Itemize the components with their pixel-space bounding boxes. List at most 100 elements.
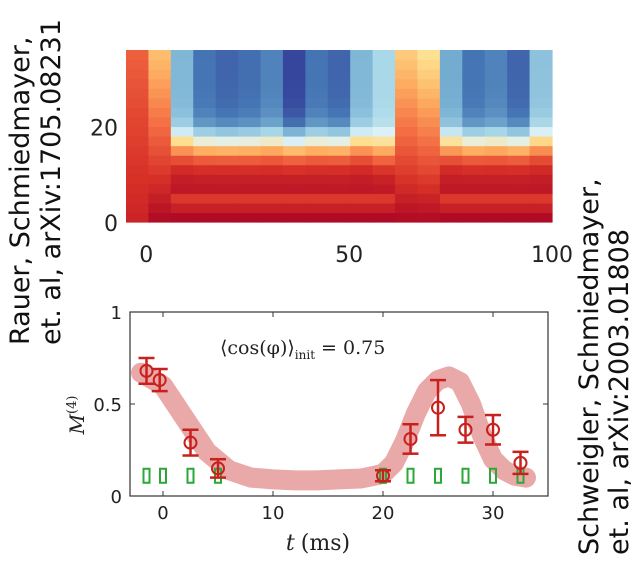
heatmap-cell <box>529 193 553 204</box>
heatmap-cell <box>529 116 553 128</box>
data-points <box>138 356 529 483</box>
heatmap-cell <box>260 193 284 204</box>
heatmap-cell <box>215 164 239 175</box>
heatmap-cell <box>462 116 486 128</box>
heatmap-cell <box>507 174 531 185</box>
heatmap-cell <box>282 97 306 108</box>
heatmap-cell <box>148 116 172 128</box>
heatmap-cell <box>305 164 329 175</box>
heatmap-cell <box>395 212 419 223</box>
heatmap-cell <box>260 174 284 185</box>
heatmap-cell <box>417 116 441 128</box>
heatmap-cell <box>484 50 508 61</box>
heatmap-cell <box>260 59 284 70</box>
heatmap-cell <box>484 107 508 118</box>
heatmap-cell <box>462 145 486 156</box>
heatmap-cell <box>305 50 329 61</box>
y-axis-superscript: (4) <box>65 396 80 414</box>
heatmap-cell <box>193 164 217 175</box>
heatmap-cell <box>282 88 306 99</box>
heatmap-cell <box>350 155 374 166</box>
heatmap-cell <box>193 174 217 185</box>
heatmap-cell <box>126 59 150 70</box>
heatmap-cell <box>327 116 351 128</box>
heatmap-cell <box>372 155 396 166</box>
heatmap-y-ticks: 0 20 <box>90 116 118 237</box>
heatmap-cell <box>260 50 284 61</box>
heatmap-cell <box>507 116 531 128</box>
heatmap-cell <box>305 212 329 223</box>
heatmap-cell <box>238 78 262 89</box>
heatmap-cell <box>193 78 217 89</box>
heatmap-cell <box>327 50 351 61</box>
heatmap-cell <box>462 174 486 185</box>
heatmap-cell <box>170 69 194 80</box>
heatmap-cell <box>238 202 262 214</box>
heatmap-cell <box>507 136 531 147</box>
heatmap-cell <box>395 97 419 108</box>
heatmap-cell <box>327 164 351 175</box>
annotation-expr: ⟨cos(φ)⟩ <box>220 337 295 359</box>
heatmap-cell <box>260 69 284 80</box>
scatter-y-ticks: 00.51 <box>93 303 548 508</box>
heatmap-cell <box>484 145 508 156</box>
heatmap-cell <box>507 164 531 175</box>
heatmap-cell <box>507 212 531 223</box>
heatmap-cell <box>529 69 553 80</box>
heatmap-cell <box>305 126 329 137</box>
heatmap-cell <box>507 155 531 166</box>
heatmap-cell <box>215 136 239 147</box>
heatmap-cell <box>126 193 150 204</box>
heatmap-cell <box>529 202 553 214</box>
scatter-x-tick: 20 <box>372 503 395 524</box>
heatmap-x-ticks: 0 50 100 <box>139 243 573 268</box>
heatmap-cell <box>170 164 194 175</box>
heatmap-cell <box>395 69 419 80</box>
heatmap-cell <box>238 183 262 194</box>
heatmap-cell <box>372 50 396 61</box>
heatmap-cell <box>484 78 508 89</box>
heatmap-cell <box>193 107 217 118</box>
x-axis-unit: (ms) <box>301 531 350 556</box>
heatmap-cell <box>327 78 351 89</box>
heatmap-cell <box>238 126 262 137</box>
heatmap-cell <box>484 97 508 108</box>
heatmap-cell <box>126 155 150 166</box>
heatmap-cell <box>170 155 194 166</box>
heatmap-cell <box>215 212 239 223</box>
heatmap-cell <box>484 174 508 185</box>
scatter-x-ticks: 0 10 20 30 <box>157 312 504 524</box>
heatmap-x-tick: 50 <box>335 243 363 268</box>
heatmap-cell <box>350 69 374 80</box>
heatmap-cell <box>395 107 419 118</box>
heatmap-cell <box>260 155 284 166</box>
heatmap-cell <box>215 193 239 204</box>
scatter-x-tick: 0 <box>157 503 168 524</box>
scatter-x-tick: 10 <box>262 503 285 524</box>
heatmap-cell <box>193 88 217 99</box>
heatmap-cell <box>282 69 306 80</box>
heatmap-cell <box>327 69 351 80</box>
heatmap-cell <box>282 136 306 147</box>
data-point <box>512 450 529 476</box>
heatmap-cell <box>260 126 284 137</box>
heatmap-cell <box>215 50 239 61</box>
svg-text:t(ms): t (ms) <box>286 531 350 556</box>
heatmap-cell <box>193 193 217 204</box>
heatmap-cell <box>484 164 508 175</box>
heatmap-cell <box>238 69 262 80</box>
scatter-y-tick: 0 <box>111 487 122 508</box>
heatmap-cell <box>372 69 396 80</box>
heatmap-cell <box>260 88 284 99</box>
heatmap-cell <box>126 88 150 99</box>
heatmap-cell <box>282 145 306 156</box>
heatmap-cell <box>260 164 284 175</box>
heatmap-cell <box>260 183 284 194</box>
left-citation-line2: et. al, arXiv:1705.08231 <box>36 19 67 345</box>
heatmap-cell <box>507 193 531 204</box>
heatmap-cell <box>148 174 172 185</box>
heatmap-cell <box>395 183 419 194</box>
heatmap-cell <box>484 59 508 70</box>
heatmap-cell <box>439 212 463 223</box>
heatmap-cell <box>484 88 508 99</box>
